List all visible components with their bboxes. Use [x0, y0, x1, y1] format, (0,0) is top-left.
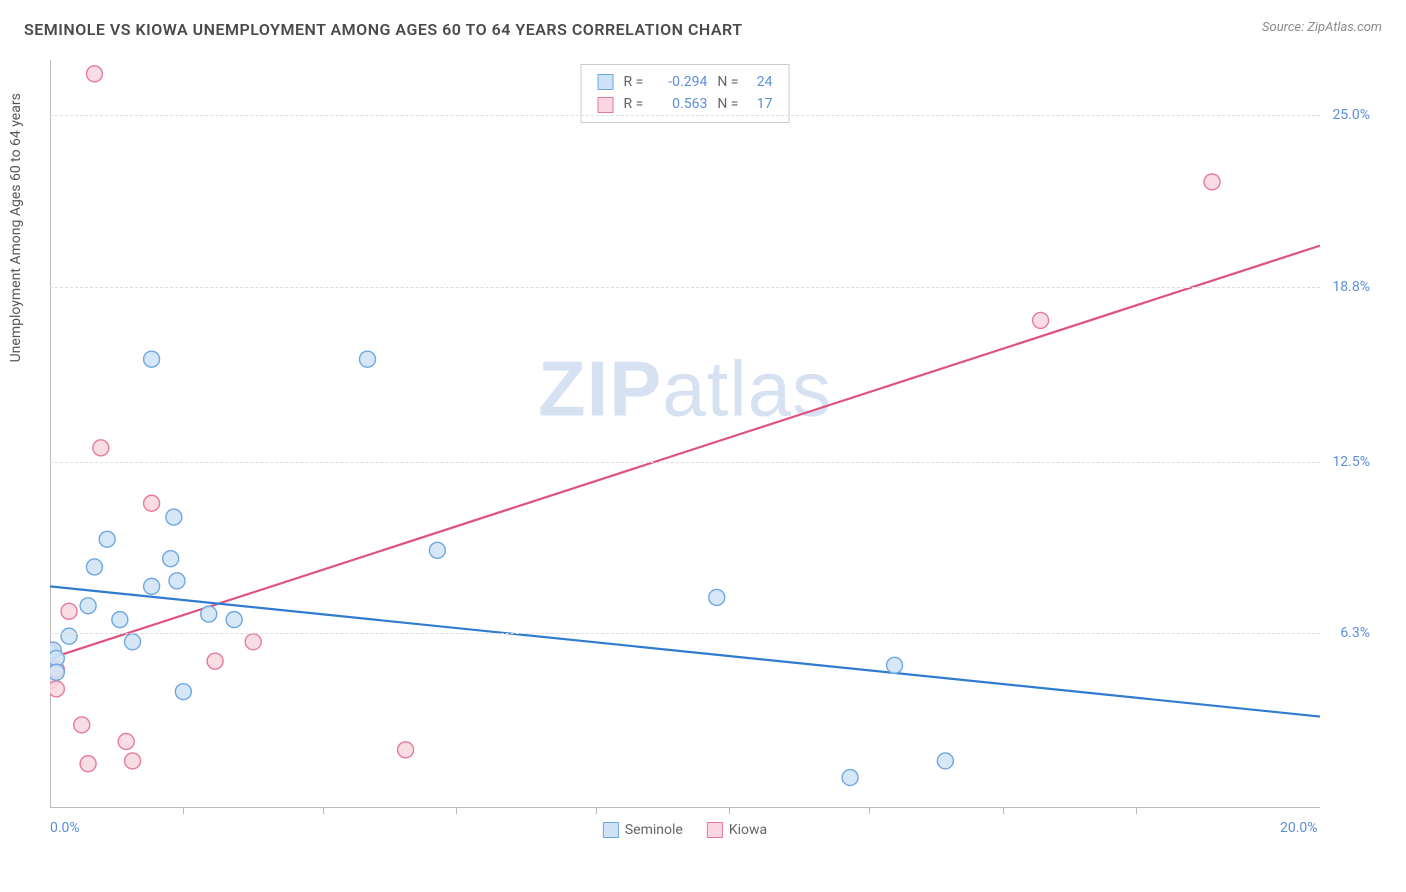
chart-title: SEMINOLE VS KIOWA UNEMPLOYMENT AMONG AGE… [24, 20, 743, 39]
kiowa-point [125, 753, 141, 769]
chart-container: Unemployment Among Ages 60 to 64 years Z… [50, 60, 1380, 840]
kiowa-point [80, 756, 96, 772]
grid-line [50, 462, 1320, 463]
seminole-point [144, 351, 160, 367]
seminole-point [429, 542, 445, 558]
legend-item-kiowa: Kiowa [707, 822, 767, 838]
kiowa-trend-line [50, 246, 1320, 659]
legend-label: Seminole [625, 822, 683, 838]
legend-item-seminole: Seminole [603, 822, 683, 838]
n-label: N = [717, 93, 738, 115]
y-tick-label: 25.0% [1332, 107, 1370, 123]
kiowa-point [207, 653, 223, 669]
seminole-point [112, 612, 128, 628]
y-tick-label: 18.8% [1332, 279, 1370, 295]
grid-line [50, 115, 1320, 116]
kiowa-point [118, 734, 134, 750]
seminole-point [887, 657, 903, 673]
grid-line [50, 287, 1320, 288]
grid-line [50, 633, 1320, 634]
r-value: 0.563 [653, 93, 707, 115]
seminole-trend-line [50, 586, 1320, 716]
seminole-point [86, 559, 102, 575]
seminole-point [937, 753, 953, 769]
kiowa-point [93, 440, 109, 456]
kiowa-legend-swatch-icon [707, 822, 723, 838]
seminole-point [709, 589, 725, 605]
x-tick-label: 20.0% [1280, 820, 1318, 836]
kiowa-point [144, 495, 160, 511]
r-value: -0.294 [653, 71, 707, 93]
r-label: R = [624, 71, 644, 93]
stats-row-seminole: R = -0.294 N = 24 [598, 71, 773, 93]
stats-legend-box: R = -0.294 N = 24 R = 0.563 N = 17 [581, 64, 790, 123]
x-minor-tick [869, 808, 870, 814]
seminole-point [144, 578, 160, 594]
kiowa-point [245, 634, 261, 650]
seminole-point [842, 770, 858, 786]
seminole-legend-swatch-icon [603, 822, 619, 838]
kiowa-point [74, 717, 90, 733]
seminole-swatch-icon [598, 74, 614, 90]
y-tick-label: 6.3% [1340, 625, 1370, 641]
seminole-point [226, 612, 242, 628]
x-minor-tick [323, 808, 324, 814]
chart-source: Source: ZipAtlas.com [1262, 20, 1382, 35]
seminole-point [50, 664, 64, 680]
x-minor-tick [1003, 808, 1004, 814]
x-minor-tick [729, 808, 730, 814]
x-minor-tick [183, 808, 184, 814]
seminole-point [175, 684, 191, 700]
kiowa-point [86, 66, 102, 82]
n-label: N = [717, 71, 738, 93]
y-axis-label: Unemployment Among Ages 60 to 64 years [8, 93, 24, 362]
scatter-svg [50, 60, 1320, 808]
seminole-point [201, 606, 217, 622]
stats-row-kiowa: R = 0.563 N = 17 [598, 93, 773, 115]
seminole-point [169, 573, 185, 589]
n-value: 24 [748, 71, 772, 93]
n-value: 17 [748, 93, 772, 115]
x-tick-label: 0.0% [50, 820, 80, 836]
x-minor-tick [1136, 808, 1137, 814]
kiowa-point [1033, 312, 1049, 328]
kiowa-point [61, 603, 77, 619]
y-tick-label: 12.5% [1332, 454, 1370, 470]
r-label: R = [624, 93, 644, 115]
x-minor-tick [596, 808, 597, 814]
kiowa-point [50, 681, 64, 697]
seminole-point [163, 551, 179, 567]
x-minor-tick [456, 808, 457, 814]
seminole-point [125, 634, 141, 650]
series-legend: Seminole Kiowa [603, 822, 767, 838]
seminole-point [360, 351, 376, 367]
seminole-point [80, 598, 96, 614]
seminole-point [166, 509, 182, 525]
seminole-point [61, 628, 77, 644]
seminole-point [99, 531, 115, 547]
kiowa-swatch-icon [598, 97, 614, 113]
legend-label: Kiowa [729, 822, 767, 838]
kiowa-point [1204, 174, 1220, 190]
plot-area: ZIPatlas R =-0.294 N =24R =0.563 N =17 S… [50, 60, 1320, 808]
kiowa-point [398, 742, 414, 758]
